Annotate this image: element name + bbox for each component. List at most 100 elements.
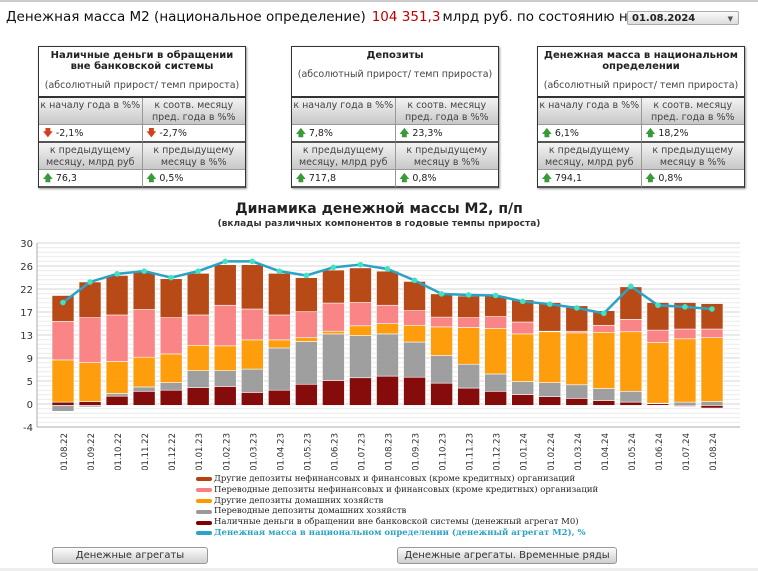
m2-line-point	[519, 298, 526, 305]
value-text: 0,5%	[159, 173, 184, 184]
col-header: к началу года в %%	[292, 98, 396, 125]
y-tick-label: 0	[27, 400, 33, 411]
col-header: к предыдущему месяцу, млрд руб	[39, 143, 143, 170]
bar-segment	[349, 267, 372, 303]
legend-label: Другие депозиты нефинансовых и финансовы…	[214, 474, 576, 484]
bar-segment	[186, 370, 210, 388]
bar-segment	[538, 396, 562, 406]
x-tick-label: 01.08.23	[385, 433, 395, 470]
bar-segment	[322, 333, 345, 381]
bar-segment	[592, 324, 616, 333]
value-cell: 🡇 -2,7%	[142, 125, 245, 143]
value-text: 0,8%	[412, 173, 437, 184]
m2-line-point	[141, 268, 147, 274]
box-title: Денежная масса в национальном определени…	[544, 50, 738, 72]
bar-segment	[240, 368, 264, 393]
value-text: 0,8%	[658, 173, 683, 184]
m2-line-point	[655, 302, 661, 309]
x-tick-label: 01.12.23	[493, 433, 503, 470]
box-header: Депозиты (абсолютный прирост/ темп прирос…	[292, 47, 498, 98]
value-text: -2,7%	[159, 128, 187, 139]
bar-segment	[457, 317, 480, 328]
bar-segment	[457, 327, 480, 365]
bar-segment	[484, 316, 507, 329]
bar-segment	[186, 314, 210, 346]
bar-segment	[430, 293, 453, 318]
bar-segment	[295, 383, 318, 406]
bar-segment	[646, 342, 670, 404]
bar-segment	[240, 264, 264, 310]
legend-swatch	[196, 509, 212, 514]
bar-segment	[213, 386, 237, 406]
x-tick-label: 01.07.23	[357, 433, 367, 470]
m2-line-point	[276, 268, 283, 274]
legend-item: Другие депозиты домашних хозяйств	[196, 496, 598, 507]
bar-segment	[159, 317, 183, 355]
m2-line-point	[628, 283, 634, 290]
arrow-down-icon: 🡇	[146, 128, 157, 139]
date-select-value: 01.08.2024	[632, 13, 696, 24]
top-border	[0, 0, 758, 2]
bar-segment	[349, 377, 372, 406]
bar-segment	[700, 328, 724, 339]
bar-segment	[646, 329, 670, 343]
value-cell: 🡅 18,2%	[641, 125, 744, 143]
bar-segment	[592, 400, 616, 406]
page-title: Денежная масса М2 (национальное определе…	[6, 9, 366, 25]
bar-segment	[240, 339, 264, 370]
bar-segment	[484, 390, 507, 406]
m2-line-point	[168, 274, 174, 281]
legend-item: Денежная масса в национальном определени…	[196, 528, 598, 539]
bar-segment	[51, 405, 75, 412]
monetary-aggregates-button[interactable]: Денежные агрегаты	[52, 547, 208, 564]
value-text: 717,8	[308, 173, 337, 184]
value-cell: 🡅 794,1	[538, 170, 642, 188]
m2-line-point	[330, 264, 337, 271]
bar-segment	[159, 389, 183, 406]
y-tick-label: 17	[20, 308, 33, 319]
legend-item: Другие депозиты нефинансовых и финансовы…	[196, 474, 598, 485]
bar-segment	[295, 277, 318, 313]
chart-legend: Другие депозиты нефинансовых и финансовы…	[196, 474, 598, 539]
bar-segment	[105, 361, 129, 394]
bar-segment	[186, 344, 210, 372]
m2-line-point	[303, 272, 310, 279]
bar-segment	[457, 387, 480, 406]
bar-segment	[132, 271, 156, 310]
date-select[interactable]: 01.08.2024 ▼	[627, 11, 739, 25]
y-tick-label: 13	[20, 331, 33, 342]
bar-segment	[240, 392, 264, 406]
legend-label: Денежная масса в национальном определени…	[214, 527, 586, 538]
bar-segment	[159, 382, 183, 391]
bar-segment	[403, 310, 426, 326]
m2-line-point	[492, 292, 499, 299]
bar-segment	[619, 390, 643, 403]
x-tick-label: 01.07.24	[682, 433, 692, 470]
bar-segment	[538, 382, 562, 397]
bar-segment	[511, 333, 535, 382]
bar-segment	[295, 337, 318, 342]
chart-subtitle: (вклады различных компонентов в годовые …	[217, 219, 541, 229]
bar-segment	[78, 362, 102, 402]
bar-segment	[511, 394, 535, 406]
value-text: 76,3	[55, 173, 77, 184]
m2-total-value: 104 351,3	[371, 9, 441, 25]
bar-segment	[430, 316, 453, 328]
bar-segment	[213, 345, 237, 372]
value-text: -2,1%	[55, 128, 84, 139]
legend-item: Наличные деньги в обращении вне банковск…	[196, 517, 598, 528]
bar-segment	[213, 264, 237, 306]
col-header: к предыдущему месяцу, млрд руб	[538, 143, 642, 170]
bar-segment	[565, 332, 589, 386]
monetary-aggregates-timeseries-button[interactable]: Денежные агрегаты. Временные ряды	[397, 547, 617, 564]
legend-label: Наличные деньги в обращении вне банковск…	[214, 517, 579, 528]
m2-line-point	[438, 291, 445, 297]
bar-segment	[403, 376, 426, 406]
legend-item: Переводные депозиты нефинансовых и финан…	[196, 485, 598, 496]
bar-segment	[186, 387, 210, 406]
box-subtitle: (абсолютный прирост/ темп прироста)	[297, 69, 493, 80]
m2-line-point	[357, 261, 364, 268]
m2-line-point	[60, 299, 66, 306]
box-subtitle: (абсолютный прирост/ темп прироста)	[44, 80, 240, 91]
bar-segment	[186, 273, 210, 316]
